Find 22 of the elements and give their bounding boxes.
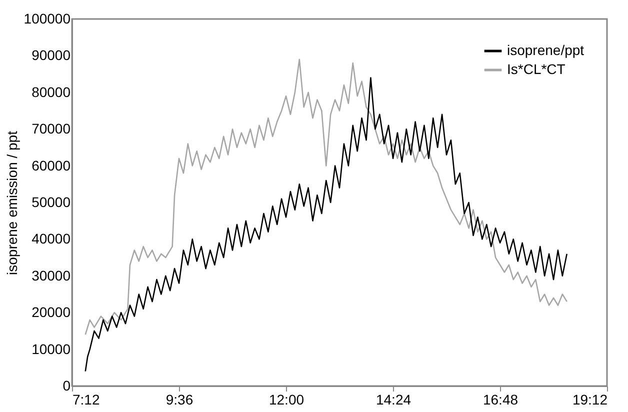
y-tick-label: 20000 <box>32 304 71 320</box>
y-tick-label: 0 <box>62 378 71 394</box>
y-tick-label: 90000 <box>32 47 71 64</box>
y-tick-label: 50000 <box>32 194 71 210</box>
legend-label: isoprene/ppt <box>507 42 584 58</box>
x-tick-label: 16:48 <box>482 392 518 408</box>
x-tick-label: 14:24 <box>376 392 412 408</box>
y-tick-label: 30000 <box>32 267 71 284</box>
line-series <box>84 58 568 336</box>
y-tick-label: 100000 <box>24 10 71 26</box>
x-tick-label: 7:12 <box>72 392 100 408</box>
line-series <box>84 77 568 372</box>
y-tick-label: 40000 <box>32 230 71 247</box>
x-tick-label: 9:36 <box>166 392 194 408</box>
y-tick-label: 10000 <box>32 340 71 357</box>
y-tick-label: 80000 <box>32 84 71 100</box>
x-tick-label: 19:12 <box>572 392 608 408</box>
y-tick-label: 70000 <box>32 120 71 137</box>
legend-label: Is*CL*CT <box>507 61 566 77</box>
y-axis-title: isoprene emission / ppt <box>4 130 20 275</box>
y-tick-label: 60000 <box>32 157 71 174</box>
x-tick-label: 12:00 <box>268 392 304 408</box>
